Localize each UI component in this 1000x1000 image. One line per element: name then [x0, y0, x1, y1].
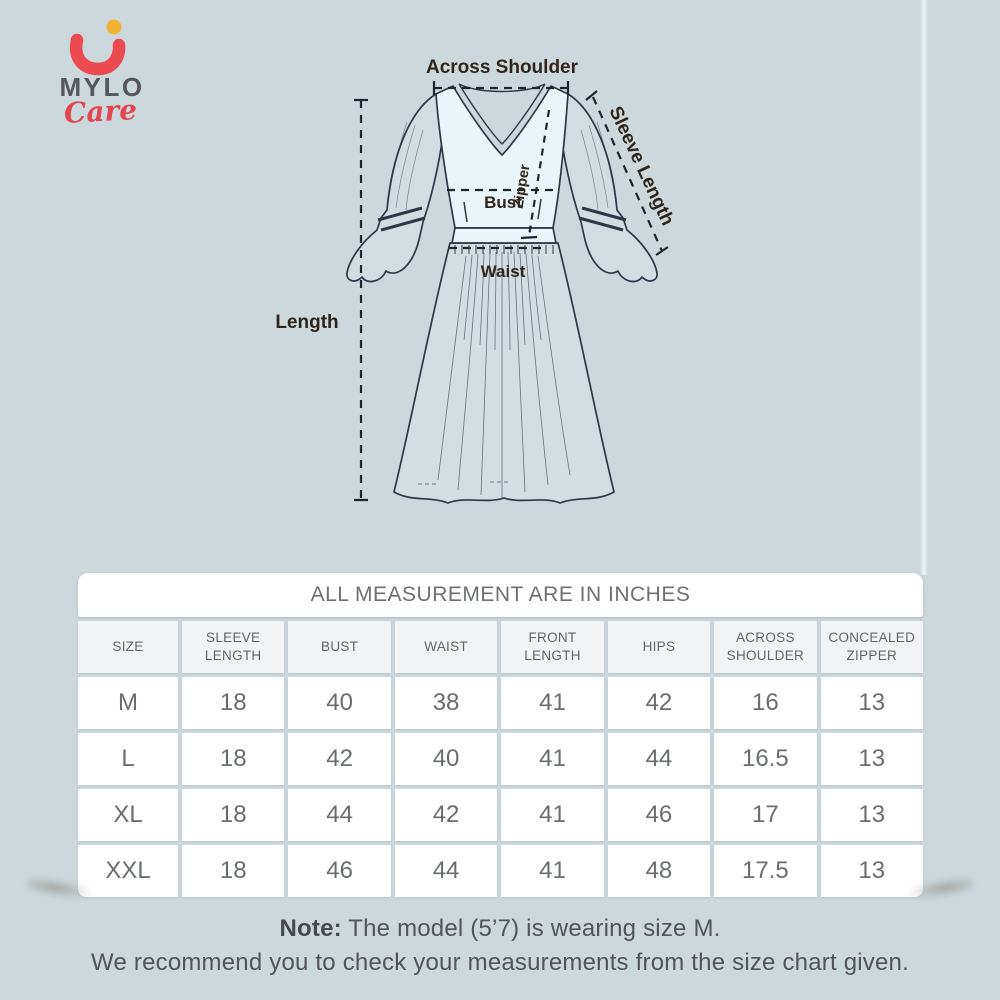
table-cell: 48 — [607, 845, 711, 897]
note-line-1: Note: The model (5’7) is wearing size M. — [0, 912, 1000, 946]
dress-measurement-diagram: Across Shoulder Length Bust Waist Zipper… — [275, 57, 678, 504]
zipper-tick — [520, 235, 538, 240]
table-cell: 46 — [288, 845, 391, 897]
table-cell: 18 — [182, 677, 285, 729]
wall-seam-line — [920, 0, 928, 575]
table-cell: 17.5 — [714, 845, 817, 897]
table-cell: 17 — [714, 789, 817, 841]
column-header-hips: HIPS — [607, 621, 711, 673]
table-cell: 41 — [501, 845, 604, 897]
table-cell: 18 — [182, 733, 285, 785]
table-cell: 44 — [288, 789, 391, 841]
column-header-size: SIZE — [78, 621, 178, 673]
note-prefix: Note: — [279, 915, 342, 942]
table-cell: 42 — [288, 733, 391, 785]
size-label: L — [78, 733, 178, 785]
sleeve-length-line — [591, 96, 664, 252]
column-header-concealed-zipper: CONCEALED ZIPPER — [820, 621, 923, 673]
table-cell: 41 — [501, 789, 604, 841]
table-cell: 41 — [501, 733, 604, 785]
logo-smile-icon — [69, 33, 126, 76]
sleeve-length-ticks — [585, 90, 669, 256]
label-waist: Waist — [481, 262, 526, 281]
logo-brand-text: MYLO — [59, 72, 144, 102]
neckline-band — [458, 83, 546, 145]
column-header-across-shoulder: ACROSS SHOULDER — [714, 621, 817, 673]
size-label: M — [78, 677, 178, 729]
table-cell: 40 — [288, 677, 391, 729]
note-text: Note: The model (5’7) is wearing size M.… — [0, 912, 1000, 980]
left-cuff-band — [377, 206, 426, 232]
table-cell: 16 — [714, 677, 817, 729]
hem-dashes — [418, 481, 508, 485]
label-across-shoulder: Across Shoulder — [426, 57, 579, 78]
table-cell: 44 — [394, 845, 498, 897]
table-title: ALL MEASUREMENT ARE IN INCHES — [78, 573, 923, 617]
table-cell: 42 — [394, 789, 498, 841]
table-cell: 18 — [182, 845, 285, 897]
logo-sub-text: Care — [63, 93, 138, 130]
table-cell: 42 — [607, 677, 711, 729]
waist-gathers — [454, 245, 554, 254]
label-bust: Bust — [484, 193, 522, 212]
bodice-darts — [463, 198, 542, 223]
right-cuff-band — [578, 206, 627, 232]
across-shoulder-ticks — [432, 81, 570, 95]
table-cell: 13 — [820, 733, 923, 785]
table-cell: 41 — [501, 677, 604, 729]
table-cell: 13 — [820, 789, 923, 841]
column-header-front-length: FRONT LENGTH — [501, 621, 604, 673]
table-cell: 38 — [394, 677, 498, 729]
table-cell: 18 — [182, 789, 285, 841]
label-length: Length — [275, 312, 338, 333]
zipper-line — [527, 109, 551, 237]
table-cell: 16.5 — [714, 733, 817, 785]
waistband — [451, 227, 557, 244]
sleeve-hatching — [387, 121, 617, 211]
note-line-1-rest: The model (5’7) is wearing size M. — [341, 915, 721, 942]
column-header-waist: WAIST — [394, 621, 498, 673]
table-cell: 13 — [820, 677, 923, 729]
size-label: XL — [78, 789, 178, 841]
note-line-2: We recommend you to check your measureme… — [91, 949, 909, 976]
column-header-sleeve-length: SLEEVE LENGTH — [182, 621, 285, 673]
table-cell: 46 — [607, 789, 711, 841]
column-header-bust: BUST — [288, 621, 391, 673]
mylo-care-logo: MYLO Care — [59, 19, 144, 130]
skirt-pleats — [437, 251, 571, 498]
table-cell: 40 — [394, 733, 498, 785]
dress-skirt — [393, 242, 615, 504]
table-cell: 44 — [607, 733, 711, 785]
label-zipper: Zipper — [511, 163, 534, 210]
length-ticks — [354, 98, 368, 502]
size-table: ALL MEASUREMENT ARE IN INCHES SIZE SLEEV… — [78, 573, 923, 897]
logo-dot-icon — [106, 19, 122, 35]
